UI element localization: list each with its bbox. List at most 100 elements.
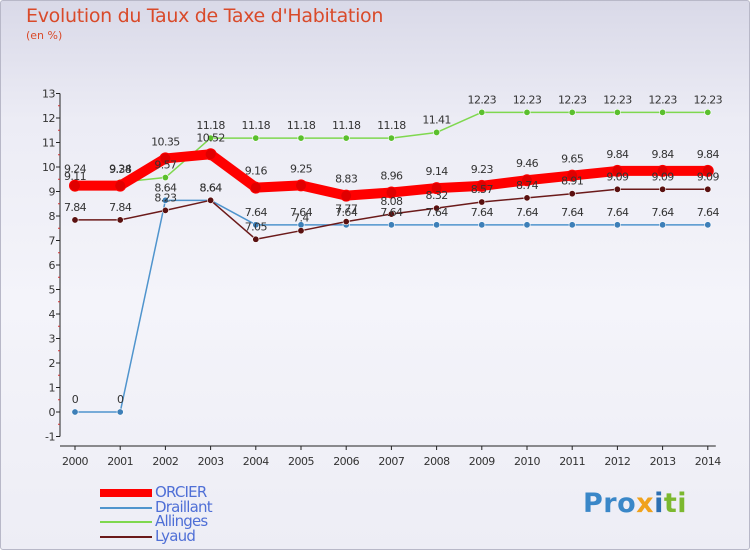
data-point-draillant bbox=[613, 221, 621, 229]
data-label-lyaud: 8.23 bbox=[154, 191, 177, 204]
data-label-orcier: 8.83 bbox=[335, 173, 358, 186]
data-point-orcier bbox=[475, 179, 488, 192]
data-point-draillant bbox=[659, 221, 667, 229]
data-label-allinges: 11.18 bbox=[196, 119, 225, 132]
data-point-orcier bbox=[656, 164, 669, 177]
data-point-draillant bbox=[116, 408, 124, 416]
brand-part-1: Pro bbox=[583, 488, 637, 519]
data-label-allinges: 9.57 bbox=[154, 159, 177, 172]
y-tick-label: 3 bbox=[49, 333, 56, 346]
data-point-orcier bbox=[385, 186, 398, 199]
data-point-allinges bbox=[478, 108, 486, 116]
y-tick-label: 6 bbox=[49, 259, 56, 272]
data-label-orcier: 9.23 bbox=[471, 163, 494, 176]
data-label-orcier: 9.24 bbox=[109, 163, 132, 176]
x-tick-label: 2008 bbox=[424, 455, 450, 468]
data-point-orcier bbox=[249, 181, 262, 194]
data-point-allinges bbox=[704, 108, 712, 116]
brand-part-2: x bbox=[636, 488, 655, 519]
y-tick-label: 4 bbox=[49, 308, 56, 321]
data-label-orcier: 9.84 bbox=[652, 148, 675, 161]
x-tick-label: 2001 bbox=[107, 455, 133, 468]
data-label-orcier: 9.65 bbox=[561, 153, 584, 166]
brand-part-4: ti bbox=[663, 488, 688, 519]
legend-swatch-allinges bbox=[100, 521, 152, 524]
legend-swatch-draillant bbox=[100, 506, 152, 509]
legend-label-draillant: Draillant bbox=[155, 497, 213, 516]
data-point-allinges bbox=[659, 108, 667, 116]
data-label-orcier: 9.84 bbox=[697, 148, 720, 161]
data-label-draillant: 7.64 bbox=[245, 206, 268, 219]
data-label-draillant: 8.64 bbox=[200, 181, 223, 194]
x-tick-label: 2009 bbox=[469, 455, 495, 468]
data-point-allinges bbox=[387, 134, 395, 142]
data-label-allinges: 11.41 bbox=[422, 113, 451, 126]
data-point-allinges bbox=[161, 174, 169, 182]
x-tick-label: 2011 bbox=[559, 455, 585, 468]
data-point-allinges bbox=[252, 134, 260, 142]
data-point-lyaud bbox=[433, 204, 441, 212]
data-point-allinges bbox=[523, 108, 531, 116]
data-label-allinges: 12.23 bbox=[468, 93, 497, 106]
data-point-allinges bbox=[342, 134, 350, 142]
y-tick-label: 13 bbox=[42, 88, 55, 101]
y-tick-label: 8 bbox=[49, 210, 56, 223]
data-label-allinges: 12.23 bbox=[513, 93, 542, 106]
y-tick-label: 10 bbox=[42, 161, 55, 174]
x-tick-label: 2012 bbox=[604, 455, 630, 468]
data-point-lyaud bbox=[207, 196, 215, 204]
data-point-draillant bbox=[387, 221, 395, 229]
data-point-draillant bbox=[252, 221, 260, 229]
data-label-lyaud: 8.32 bbox=[426, 189, 448, 202]
data-point-lyaud bbox=[342, 218, 350, 226]
x-tick-label: 2014 bbox=[695, 455, 721, 468]
legend-swatch-orcier bbox=[100, 489, 152, 498]
data-point-orcier bbox=[159, 152, 172, 165]
data-point-lyaud bbox=[252, 235, 260, 243]
data-label-orcier: 9.46 bbox=[516, 157, 539, 170]
data-label-lyaud: 7.05 bbox=[245, 220, 268, 233]
data-point-allinges bbox=[207, 134, 215, 142]
data-point-lyaud bbox=[71, 216, 79, 224]
data-label-allinges: 11.18 bbox=[377, 119, 406, 132]
data-label-orcier: 9.25 bbox=[290, 162, 313, 175]
data-point-orcier bbox=[430, 182, 443, 195]
data-label-lyaud: 8.91 bbox=[561, 175, 583, 188]
data-label-allinges: 12.23 bbox=[558, 93, 587, 106]
y-tick-label: 0 bbox=[49, 406, 56, 419]
brand-logo: Proxiti bbox=[583, 488, 687, 519]
data-point-allinges bbox=[613, 108, 621, 116]
data-point-draillant bbox=[704, 221, 712, 229]
data-label-draillant: 8.64 bbox=[154, 181, 177, 194]
series-line-draillant bbox=[74, 199, 709, 413]
data-point-draillant bbox=[568, 221, 576, 229]
legend-label-orcier: ORCIER bbox=[155, 483, 207, 501]
data-point-orcier bbox=[114, 179, 127, 192]
data-label-orcier: 8.96 bbox=[380, 169, 403, 182]
brand-part-3: i bbox=[654, 488, 664, 519]
data-label-draillant: 0 bbox=[72, 393, 79, 406]
data-label-allinges: 12.23 bbox=[603, 93, 632, 106]
data-label-draillant: 7.64 bbox=[471, 206, 494, 219]
data-label-orcier: 10.52 bbox=[196, 131, 225, 144]
data-point-allinges bbox=[568, 108, 576, 116]
data-label-lyaud: 7.84 bbox=[109, 201, 132, 214]
legend-label-allinges: Allinges bbox=[155, 512, 208, 530]
y-tick-label: 12 bbox=[42, 112, 55, 125]
data-point-lyaud bbox=[161, 206, 169, 214]
data-label-lyaud: 8.64 bbox=[200, 181, 223, 194]
data-label-lyaud: 7.77 bbox=[335, 203, 358, 216]
x-tick-label: 2002 bbox=[152, 455, 178, 468]
data-label-draillant: 7.64 bbox=[290, 206, 313, 219]
data-point-lyaud bbox=[568, 190, 576, 198]
data-label-draillant: 7.64 bbox=[516, 206, 539, 219]
data-label-draillant: 7.64 bbox=[697, 206, 720, 219]
data-label-allinges: 11.18 bbox=[332, 119, 361, 132]
data-label-lyaud: 9.09 bbox=[606, 170, 629, 183]
data-point-orcier bbox=[204, 148, 217, 161]
data-label-lyaud: 7.84 bbox=[64, 201, 87, 214]
data-point-draillant bbox=[161, 196, 169, 204]
data-point-orcier bbox=[295, 179, 307, 192]
x-tick-label: 2006 bbox=[333, 455, 359, 468]
y-tick-label: 5 bbox=[49, 284, 56, 297]
